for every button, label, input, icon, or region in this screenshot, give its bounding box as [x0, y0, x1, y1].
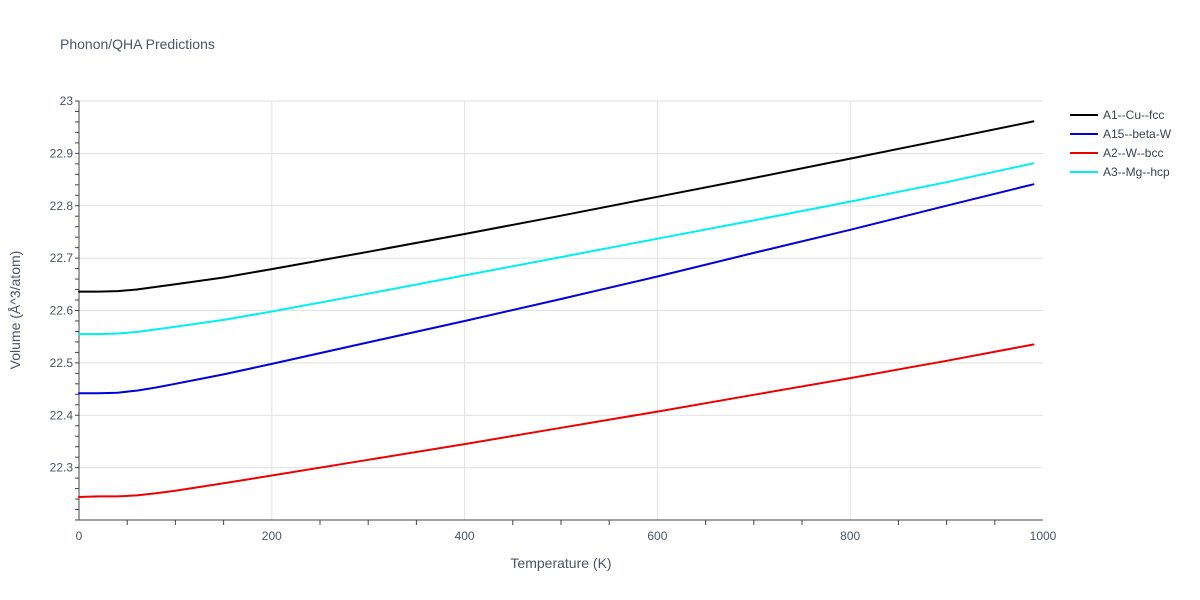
chart-title: Phonon/QHA Predictions: [60, 36, 215, 52]
legend-label: A15--beta-W: [1103, 127, 1172, 141]
legend-item[interactable]: A1--Cu--fcc: [1070, 108, 1164, 122]
legend-item[interactable]: A2--W--bcc: [1070, 146, 1163, 160]
x-axis-title: Temperature (K): [510, 555, 611, 571]
series-line-A2--W--bcc: [78, 343, 1035, 498]
legend-label: A3--Mg--hcp: [1103, 165, 1170, 179]
series-line-A3--Mg--hcp: [78, 162, 1035, 336]
legend[interactable]: A1--Cu--fcc A15--beta-W A2--W--bcc A3--Mg--…: [1070, 108, 1172, 179]
y-axis-title: Volume (Å^3/atom): [7, 251, 23, 370]
grid-layer: [79, 100, 1043, 520]
legend-item[interactable]: A15--beta-W: [1070, 127, 1172, 141]
y-tick-label: 22.4: [50, 408, 74, 422]
x-tick-label: 0: [76, 529, 83, 543]
x-tick-label: 1000: [1030, 529, 1057, 543]
legend-label: A1--Cu--fcc: [1103, 108, 1164, 122]
x-tick-label: 600: [647, 529, 667, 543]
y-tick-label: 22.3: [50, 461, 74, 475]
y-tick-label: 22.9: [50, 146, 74, 160]
x-tick-label: 800: [840, 529, 860, 543]
legend-label: A2--W--bcc: [1103, 146, 1163, 160]
y-tick-label: 23: [60, 94, 74, 108]
series-line-A15--beta-W: [78, 183, 1035, 395]
y-tick-label: 22.7: [50, 251, 74, 265]
x-tick-label: 200: [262, 529, 282, 543]
y-tick-label: 22.8: [50, 199, 74, 213]
series-layer: [78, 120, 1035, 498]
y-tick-label: 22.6: [50, 304, 74, 318]
series-line-A1--Cu--fcc: [78, 120, 1035, 293]
axis-layer: 0 200 400 600 800 1000 22.3 22.4 22.5 22.6 22.7 22.…: [50, 94, 1057, 543]
y-tick-label: 22.5: [50, 356, 74, 370]
legend-item[interactable]: A3--Mg--hcp: [1070, 165, 1170, 179]
x-tick-label: 400: [455, 529, 475, 543]
